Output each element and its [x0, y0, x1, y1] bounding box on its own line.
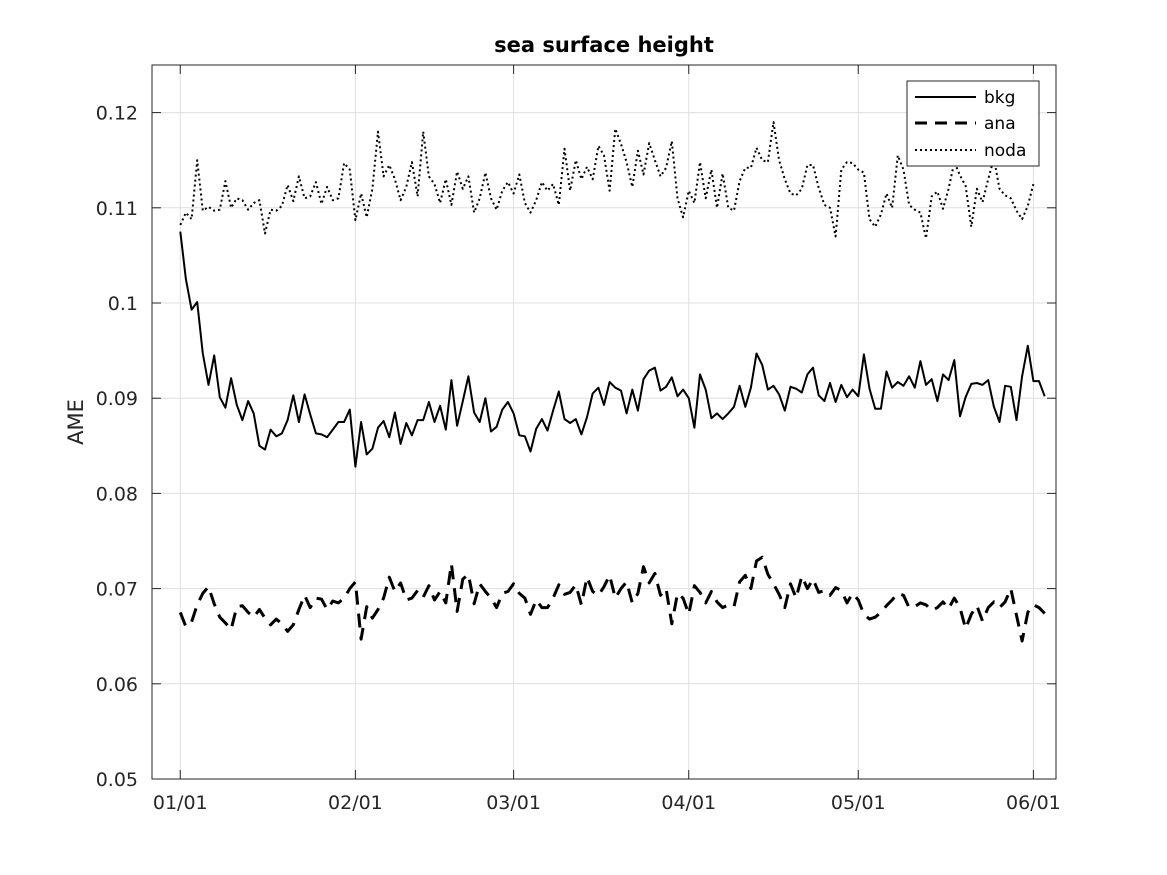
y-tick-label: 0.09: [96, 388, 138, 410]
legend-label-ana: ana: [984, 114, 1016, 134]
legend-label-noda: noda: [984, 141, 1026, 161]
x-tick-label: 03/01: [486, 792, 541, 814]
series-line-bkg: [179, 231, 1046, 468]
tick-layer: 0.05 0.06 0.07 0.08 0.09 0.1 0.11 0.12 01/01 02/0…: [96, 65, 1061, 814]
y-tick-label: 0.07: [96, 579, 138, 601]
legend: bkg ana noda: [906, 80, 1040, 167]
y-axis-label: AME: [64, 399, 88, 445]
y-tick-label: 0.08: [96, 483, 138, 505]
y-tick-label: 0.1: [108, 293, 138, 315]
x-tick-label: 04/01: [661, 792, 716, 814]
x-tick-label: 06/01: [1006, 792, 1061, 814]
legend-label-bkg: bkg: [984, 88, 1015, 108]
series-line-ana: [178, 555, 1046, 643]
y-tick-label: 0.06: [96, 674, 138, 696]
legend-box: [906, 80, 1040, 167]
x-tick-label: 02/01: [328, 792, 383, 814]
plot-area: [152, 65, 1056, 779]
series-line-noda: [179, 121, 1035, 240]
chart-title: sea surface height: [494, 33, 714, 57]
grid: [152, 65, 1056, 780]
y-tick-label: 0.05: [96, 769, 138, 791]
series-layer: [178, 121, 1046, 643]
plot-frame: [151, 64, 1057, 780]
y-tick-label: 0.12: [96, 103, 138, 125]
x-tick-label: 05/01: [831, 792, 886, 814]
x-tick-label: 01/01: [153, 792, 208, 814]
y-tick-label: 0.11: [96, 198, 138, 220]
